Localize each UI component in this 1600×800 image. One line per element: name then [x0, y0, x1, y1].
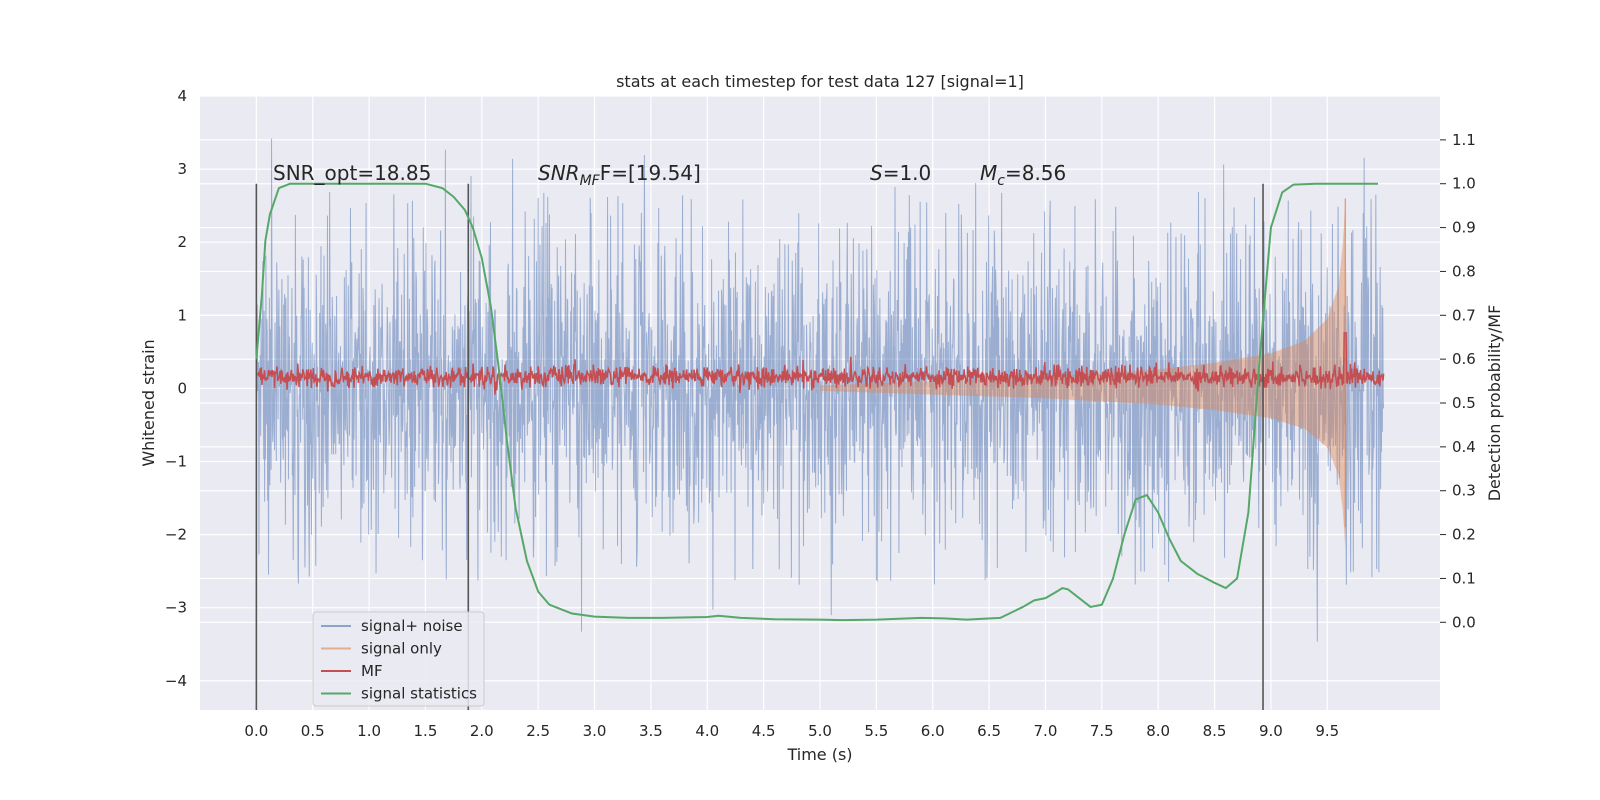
x-tick-label: 4.0 — [695, 722, 719, 740]
y2-tick-label: 0.4 — [1452, 438, 1476, 456]
y-tick-label: 1 — [177, 306, 187, 324]
legend-label: signal+ noise — [361, 617, 463, 635]
y-tick-label: 3 — [177, 160, 187, 178]
legend-label: signal only — [361, 640, 442, 658]
legend-label: MF — [361, 662, 383, 680]
annotation-snr-mf: SNRMFF=[19.54] — [538, 161, 701, 189]
y-tick-label: −2 — [165, 526, 187, 544]
series-signal-noise-line — [255, 138, 1385, 642]
x-tick-label: 3.5 — [639, 722, 663, 740]
y2-tick-label: 0.5 — [1452, 394, 1476, 412]
y-axis-label: Whitened strain — [139, 339, 158, 466]
y2-tick-label: 0.7 — [1452, 306, 1476, 324]
annotation-mc-main: M — [980, 161, 997, 185]
annotation-mc: Mc=8.56 — [980, 161, 1066, 189]
y-tick-label: −4 — [165, 672, 187, 690]
y-tick-label: 4 — [177, 87, 187, 105]
y2-tick-label: 0.1 — [1452, 569, 1476, 587]
y-tick-label: 2 — [177, 233, 187, 251]
axes-labels: 0.0 0.5 1.0 1.5 2.0 2.5 3.0 3.5 4.0 4.5 5.0 5.5 6.0 6… — [165, 87, 1476, 740]
y-tick-label: −1 — [165, 452, 187, 470]
legend-box — [312, 611, 485, 707]
annotation-snr-mf-rest: F=[19.54] — [600, 161, 701, 185]
annotation-s: S=1.0 — [870, 161, 931, 185]
x-tick-label: 8.5 — [1203, 722, 1227, 740]
series-signal-statistics-line — [255, 182, 1378, 622]
x-tick-label: 1.5 — [414, 722, 438, 740]
x-tick-label: 9.5 — [1315, 722, 1339, 740]
annotation-mc-rest: =8.56 — [1005, 161, 1066, 185]
y-tick-label: 0 — [177, 379, 187, 397]
x-axis-label: Time (s) — [786, 745, 852, 764]
x-tick-label: 5.0 — [808, 722, 832, 740]
y2-tick-label: 0.9 — [1452, 219, 1476, 237]
y2-axis-label: Detection probability/MF — [1485, 305, 1504, 502]
y2-tick-label: 1.0 — [1452, 175, 1476, 193]
x-tick-label: 0.5 — [301, 722, 325, 740]
y2-tick-label: 0.0 — [1452, 613, 1476, 631]
x-tick-label: 4.5 — [752, 722, 776, 740]
annotation-snr-mf-main: SNR — [538, 161, 580, 185]
y2-tick-label: 0.3 — [1452, 482, 1476, 500]
series-mf-line — [255, 332, 1385, 395]
x-tick-label: 2.5 — [526, 722, 550, 740]
y-tick-label: −3 — [165, 599, 187, 617]
y2-tick-label: 0.6 — [1452, 350, 1476, 368]
annotation-snr-opt: SNR_opt=18.85 — [273, 161, 431, 185]
y2-tick-label: 0.2 — [1452, 526, 1476, 544]
x-tick-label: 2.0 — [470, 722, 494, 740]
x-tick-label: 7.0 — [1034, 722, 1058, 740]
x-tick-label: 6.0 — [921, 722, 945, 740]
x-tick-label: 5.5 — [864, 722, 888, 740]
x-tick-label: 9.0 — [1259, 722, 1283, 740]
y2-tick-label: 1.1 — [1452, 131, 1476, 149]
x-tick-label: 8.0 — [1146, 722, 1170, 740]
x-tick-label: 6.5 — [977, 722, 1001, 740]
annotation-snr-mf-sub: MF — [580, 173, 601, 189]
y2-tick-label: 0.8 — [1452, 262, 1476, 280]
legend-label: signal statistics — [361, 685, 477, 703]
annotation-s-rest: =1.0 — [883, 161, 932, 185]
annotations: SNR_opt=18.85 SNRMFF=[19.54] S=1.0 Mc=8.56 — [273, 161, 1066, 189]
x-tick-label: 7.5 — [1090, 722, 1114, 740]
annotation-s-main: S — [870, 161, 883, 185]
x-tick-label: 0.0 — [244, 722, 268, 740]
chart-title: stats at each timestep for test data 127… — [616, 72, 1024, 91]
legend: signal+ noise signal only MF signal statist… — [312, 611, 485, 707]
x-tick-label: 3.0 — [583, 722, 607, 740]
x-tick-label: 1.0 — [357, 722, 381, 740]
annotation-mc-sub: c — [997, 173, 1005, 189]
